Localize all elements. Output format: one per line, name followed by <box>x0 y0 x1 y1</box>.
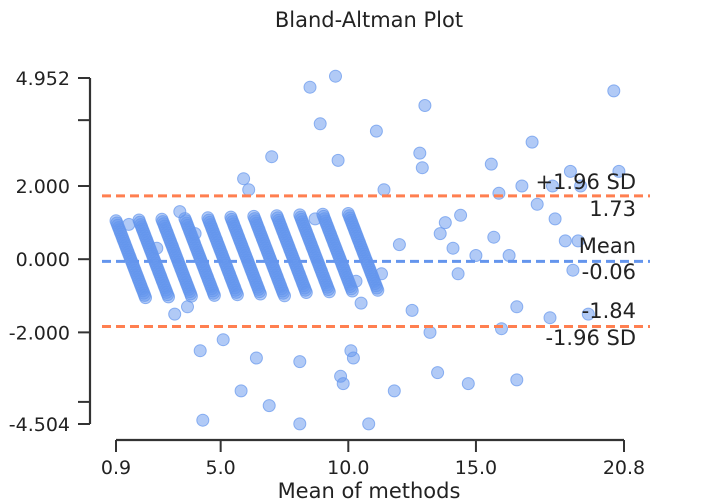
data-point <box>181 300 194 314</box>
data-point <box>168 307 182 321</box>
data-point <box>249 351 263 365</box>
data-point <box>265 150 279 164</box>
data-point <box>293 417 307 431</box>
data-point <box>415 161 429 175</box>
data-point <box>451 267 465 281</box>
y-tick-label: 4.952 <box>16 68 70 90</box>
data-point <box>150 241 164 255</box>
data-point <box>461 377 475 391</box>
data-point <box>438 216 452 230</box>
data-point <box>571 234 585 248</box>
data-point <box>293 355 307 369</box>
data-point <box>484 157 498 171</box>
data-point <box>242 183 256 197</box>
data-point <box>196 413 210 427</box>
data-point <box>530 197 544 211</box>
scatter-points <box>109 69 626 431</box>
data-point <box>331 153 345 167</box>
data-point <box>446 241 460 255</box>
data-point <box>375 267 388 281</box>
data-point <box>607 84 621 98</box>
x-tick-label: 0.9 <box>101 457 131 479</box>
data-point <box>303 80 317 94</box>
data-point <box>515 179 529 193</box>
data-point <box>558 234 572 248</box>
data-point <box>162 290 175 304</box>
data-point <box>308 212 322 226</box>
lower-loa-label: -1.96 SD <box>545 326 636 350</box>
data-point <box>454 208 468 222</box>
data-point <box>510 373 524 387</box>
data-point <box>216 333 230 347</box>
data-point <box>193 344 207 358</box>
data-point <box>510 300 524 314</box>
x-tick-label: 20.8 <box>603 457 645 479</box>
data-point <box>495 322 508 336</box>
data-point <box>566 263 580 277</box>
data-point <box>418 99 432 112</box>
mean-value: -0.06 <box>582 260 636 284</box>
y-tick-label: -4.504 <box>9 414 70 436</box>
data-point <box>581 307 595 321</box>
x-tick-label: 5.0 <box>206 457 236 479</box>
data-point <box>278 289 291 303</box>
data-point <box>329 69 342 83</box>
data-point <box>574 179 588 193</box>
data-point <box>362 417 376 431</box>
upper-loa-value: 1.73 <box>589 197 636 221</box>
data-point <box>392 238 406 252</box>
upper-loa-label: +1.96 SD <box>535 170 636 194</box>
data-point <box>612 164 626 178</box>
data-point <box>543 311 557 325</box>
data-point <box>188 227 202 241</box>
data-point <box>502 249 516 262</box>
lower-loa-value: -1.84 <box>582 299 636 323</box>
y-tick-label: -2.000 <box>9 322 70 344</box>
data-point <box>413 146 427 160</box>
y-tick-label: 2.000 <box>16 176 70 198</box>
data-point <box>322 285 336 299</box>
y-ticks: 4.952 2.000 0.000 -2.000 -4.504 <box>9 68 90 436</box>
x-tick-label: 15.0 <box>455 457 497 479</box>
data-point <box>346 351 360 365</box>
data-point <box>349 274 363 288</box>
data-point <box>469 249 483 262</box>
data-point <box>253 287 267 301</box>
data-point <box>262 399 276 413</box>
data-point <box>237 172 251 186</box>
data-point <box>173 205 187 219</box>
x-tick-label: 10.0 <box>327 457 369 479</box>
data-point <box>487 230 501 244</box>
data-point <box>369 124 383 138</box>
data-point <box>207 288 221 302</box>
data-point <box>336 377 350 391</box>
x-axis-label: Mean of methods <box>278 479 461 503</box>
data-point <box>377 183 391 197</box>
mean-label: Mean <box>579 234 636 258</box>
data-point <box>548 212 562 226</box>
data-point <box>563 164 577 178</box>
y-tick-label: 0.000 <box>16 249 70 271</box>
x-ticks: 0.9 5.0 10.0 15.0 20.8 <box>101 440 645 479</box>
data-point <box>234 384 248 398</box>
data-point <box>139 291 152 305</box>
data-point <box>546 179 559 193</box>
data-point <box>313 117 327 131</box>
data-point <box>387 384 401 398</box>
data-point <box>354 296 368 310</box>
data-point <box>299 286 313 299</box>
data-point <box>431 366 445 380</box>
data-point <box>423 325 437 339</box>
data-point <box>433 227 447 241</box>
chart-title: Bland-Altman Plot <box>275 8 463 32</box>
data-point <box>492 186 506 200</box>
data-point <box>525 135 539 149</box>
data-point <box>371 283 385 297</box>
data-point <box>122 217 136 231</box>
data-point <box>405 303 419 317</box>
data-point <box>230 288 244 302</box>
